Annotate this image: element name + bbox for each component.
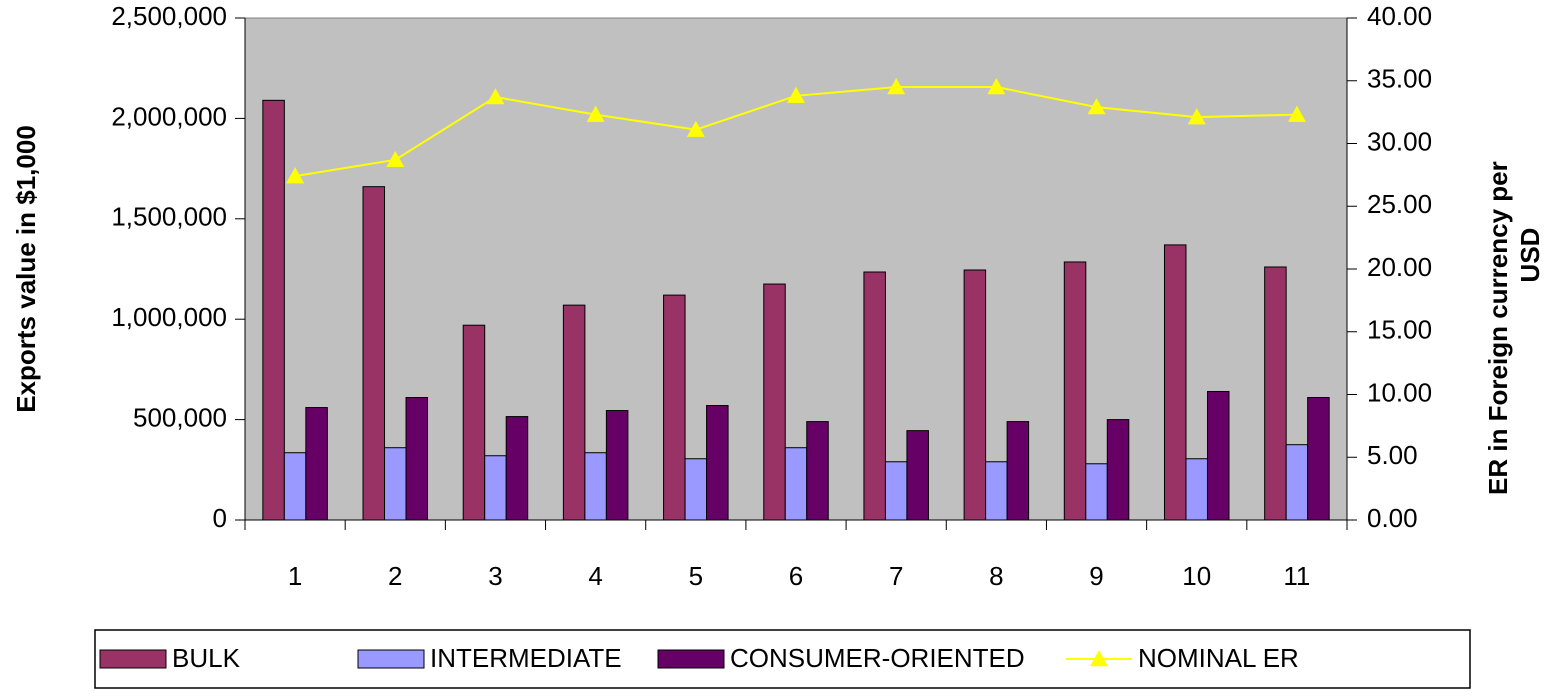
y2-tick-label: 20.00 [1367, 252, 1432, 282]
y-tick-label: 1,500,000 [111, 202, 227, 232]
bar [405, 397, 429, 521]
x-tick-label: 7 [889, 561, 903, 591]
legend-label: BULK [172, 643, 241, 673]
line-marker [586, 105, 605, 122]
x-tick-label: 6 [789, 561, 803, 591]
legend-swatch [657, 649, 725, 669]
legend-box [94, 629, 1471, 689]
x-tick-label: 2 [388, 561, 402, 591]
y-tick-label: 1,000,000 [111, 302, 227, 332]
bar [1163, 244, 1187, 521]
bar [784, 447, 808, 521]
bar [706, 405, 729, 521]
legend-marker [1090, 650, 1108, 667]
bar [362, 186, 386, 521]
bar [262, 99, 285, 521]
bar [1063, 261, 1087, 521]
line-marker [486, 88, 505, 105]
x-tick-label: 9 [1089, 561, 1103, 591]
legend-label: NOMINAL ER [1138, 643, 1299, 673]
x-tick-label: 8 [989, 561, 1003, 591]
x-tick-label: 1 [288, 561, 302, 591]
bar [1285, 444, 1309, 521]
line-marker [386, 150, 405, 168]
bar [806, 421, 829, 521]
bar [1206, 390, 1230, 521]
line-marker [1187, 108, 1206, 125]
y-tick-label: 2,000,000 [111, 101, 227, 131]
bar [1307, 397, 1330, 521]
y2-tick-label: 0.00 [1367, 503, 1418, 533]
y2-tick-label: 10.00 [1367, 377, 1432, 407]
bar [663, 294, 686, 521]
bar [505, 416, 529, 521]
y2-tick-label: 25.00 [1367, 189, 1432, 219]
y2-axis-title: USD [1515, 228, 1545, 283]
bar [684, 458, 708, 521]
x-tick-label: 4 [588, 561, 602, 591]
y-tick-label: 0 [213, 503, 227, 533]
legend-label: CONSUMER-ORIENTED [730, 643, 1025, 673]
legend-swatch [357, 649, 425, 669]
line-marker [686, 120, 705, 137]
y2-tick-label: 40.00 [1367, 1, 1432, 31]
bar [1006, 421, 1030, 521]
y2-tick-label: 35.00 [1367, 64, 1432, 94]
bar [863, 271, 886, 521]
y2-tick-label: 30.00 [1367, 126, 1432, 156]
legend-label: INTERMEDIATE [430, 643, 622, 673]
y-tick-label: 500,000 [133, 402, 227, 432]
line-marker [787, 86, 805, 104]
bar [562, 304, 586, 521]
line-marker [286, 167, 305, 184]
bar [462, 324, 486, 521]
line-marker [887, 78, 906, 95]
x-tick-label: 10 [1182, 561, 1211, 591]
bar [1185, 458, 1208, 521]
bar [305, 407, 328, 521]
bar [605, 410, 629, 521]
bar [963, 269, 987, 521]
bar [1085, 463, 1108, 521]
bar [906, 430, 929, 521]
bar [283, 452, 307, 521]
line-marker [1087, 98, 1106, 115]
line-marker [1287, 105, 1306, 122]
bar [1106, 419, 1130, 521]
bar [1264, 266, 1287, 521]
y-tick-label: 2,500,000 [111, 1, 227, 31]
legend-swatch [99, 649, 167, 669]
x-tick-label: 11 [1283, 561, 1310, 591]
y2-tick-label: 15.00 [1367, 315, 1432, 345]
bar [484, 455, 507, 521]
line-marker [987, 78, 1006, 95]
y-axis-title: Exports value in $1,000 [11, 125, 41, 413]
bar [763, 283, 786, 521]
bar [584, 452, 607, 521]
bar [985, 461, 1008, 521]
x-tick-label: 5 [689, 561, 703, 591]
y2-axis-title: ER in Foreign currency per [1483, 161, 1513, 495]
x-tick-label: 3 [488, 561, 502, 591]
bar [384, 447, 407, 521]
bar [884, 461, 908, 521]
y2-tick-label: 5.00 [1367, 440, 1418, 470]
